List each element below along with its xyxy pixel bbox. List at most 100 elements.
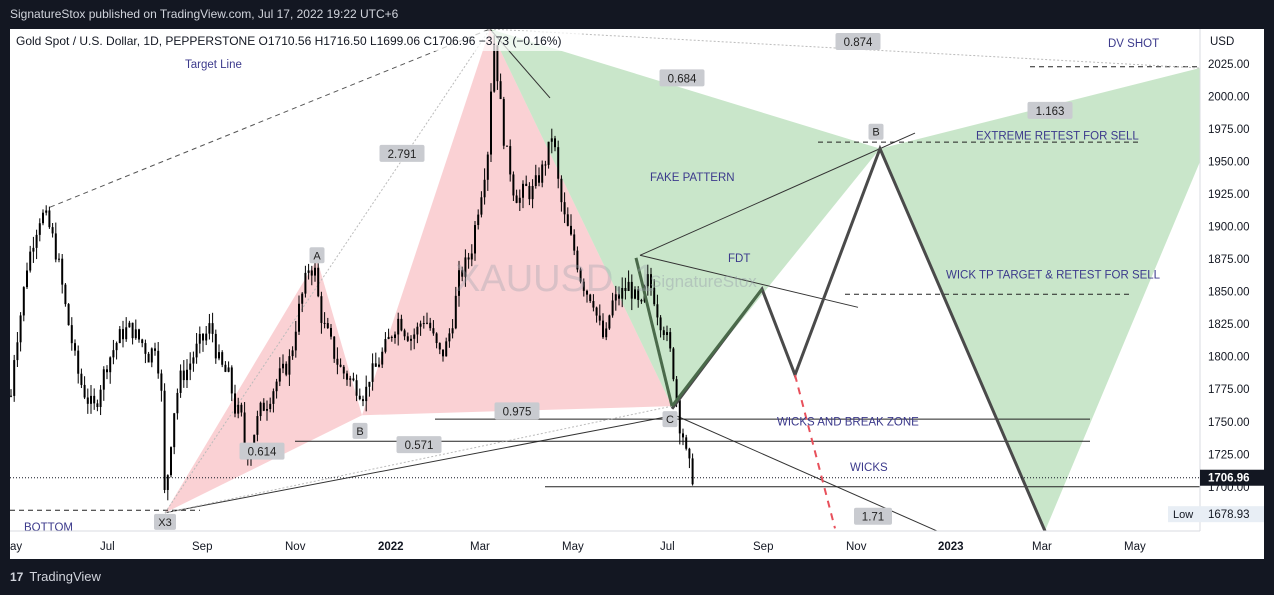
candle-body xyxy=(509,146,512,175)
candle-body xyxy=(528,185,531,200)
price-tick-label: 2025.00 xyxy=(1208,59,1250,71)
candle-body xyxy=(512,174,515,196)
candle-body xyxy=(368,381,371,387)
candle-body xyxy=(157,350,160,374)
point-label-box xyxy=(868,123,884,140)
candle-body xyxy=(426,322,428,324)
ratio-label-box xyxy=(659,69,705,87)
annotation-text: DV SHOT xyxy=(1108,38,1159,50)
time-tick-label: May xyxy=(562,541,584,553)
annotation-text: FAKE PATTERN xyxy=(650,172,735,184)
candle-body xyxy=(192,357,195,364)
candle-body xyxy=(125,327,128,340)
labels-layer: Target Line FAKE PATTERN FDT FDT DV SHOT EXTR… xyxy=(24,29,1161,534)
candle-body xyxy=(234,393,236,414)
annotation-text: WICK TP TARGET & RETEST FOR SELL xyxy=(946,270,1161,282)
trend-line xyxy=(674,414,941,533)
time-tick-label: Mar xyxy=(470,541,490,553)
chart-area[interactable]: Target Line FAKE PATTERN FDT FDT DV SHOT EXTR… xyxy=(10,29,1264,559)
candle-body xyxy=(662,330,665,336)
low-tag-box xyxy=(1168,506,1200,523)
candle-body xyxy=(378,364,380,367)
candle-body xyxy=(330,327,332,337)
candle-body xyxy=(656,304,659,318)
zone-green-triangle-2 xyxy=(880,68,1200,531)
candle-body xyxy=(589,294,592,302)
time-axis xyxy=(10,531,1200,559)
candle-body xyxy=(502,99,505,146)
candle-body xyxy=(22,287,25,316)
ratio-label-box xyxy=(854,507,892,525)
candle-body xyxy=(144,343,147,354)
candle-body xyxy=(480,197,483,215)
candle-body xyxy=(64,284,67,305)
candle-body xyxy=(240,404,243,413)
candle-body xyxy=(208,323,211,334)
candle-body xyxy=(301,293,304,304)
candle-body xyxy=(688,448,691,459)
candle-body xyxy=(304,272,307,294)
candle-body xyxy=(547,141,550,165)
candle-body xyxy=(435,333,438,344)
point-label-text: X3 xyxy=(158,517,171,529)
candle-body xyxy=(285,363,288,375)
candle-body xyxy=(51,227,54,234)
annotation-text: FDT xyxy=(728,253,750,265)
candle-body xyxy=(99,389,102,408)
zone-green-triangle-1 xyxy=(490,29,880,407)
tradingview-icon: 17 xyxy=(10,569,24,584)
pattern-leg xyxy=(670,288,764,408)
candle-body xyxy=(627,281,630,291)
candle-body xyxy=(74,343,76,351)
candle-body xyxy=(355,380,358,396)
candle-body xyxy=(541,164,544,183)
candle-body xyxy=(659,317,662,331)
point-label: B xyxy=(352,422,368,439)
annotation-text: WICKS AND BREAK ZONE xyxy=(777,417,919,429)
point-label-box xyxy=(352,422,368,439)
candle-body xyxy=(336,358,339,365)
price-tick-label: 1875.00 xyxy=(1208,254,1250,266)
price-chart[interactable]: Target Line FAKE PATTERN FDT FDT DV SHOT EXTR… xyxy=(10,29,1264,559)
candle-body xyxy=(96,403,99,408)
ratio-label: 0.975 xyxy=(494,402,540,420)
candle-body xyxy=(381,351,384,365)
candle-body xyxy=(483,179,486,198)
ratio-label-text: 0.684 xyxy=(668,73,697,85)
candle-body xyxy=(80,373,83,385)
point-label-text: B xyxy=(356,426,363,438)
candle-body xyxy=(522,183,524,198)
axis-layer[interactable]: USD 2025.00 2000.00 1975.00 1950.00 1925.00 19… xyxy=(10,29,1264,559)
candle-body xyxy=(128,322,131,328)
candle-body xyxy=(109,357,112,373)
candle-body xyxy=(266,409,268,411)
tradingview-logo[interactable]: 17 TradingView xyxy=(10,569,101,584)
price-tick-label: 2000.00 xyxy=(1208,92,1250,104)
candle-body xyxy=(605,328,608,338)
candle-body xyxy=(534,175,537,186)
candle-body xyxy=(618,294,620,299)
candle-body xyxy=(173,413,176,448)
candle-body xyxy=(646,274,649,287)
candle-body xyxy=(403,330,406,337)
candle-body xyxy=(54,233,57,260)
candle-body xyxy=(243,412,246,447)
candle-body xyxy=(86,397,89,404)
candle-body xyxy=(45,210,48,213)
candle-body xyxy=(458,270,460,296)
candle-body xyxy=(10,395,12,397)
candle-body xyxy=(310,270,313,276)
ratio-label: 1.71 xyxy=(854,507,892,525)
candle-body xyxy=(227,367,230,372)
candle-body xyxy=(515,195,518,203)
candle-body xyxy=(560,178,563,203)
candle-body xyxy=(256,416,259,435)
candle-body xyxy=(205,333,208,341)
candle-body xyxy=(106,369,108,373)
candle-body xyxy=(621,287,624,299)
candle-body xyxy=(470,253,473,260)
low-tag-label: Low xyxy=(1173,509,1193,521)
candle-body xyxy=(122,329,124,340)
candle-body xyxy=(566,214,569,226)
zones-layer xyxy=(165,29,1200,531)
